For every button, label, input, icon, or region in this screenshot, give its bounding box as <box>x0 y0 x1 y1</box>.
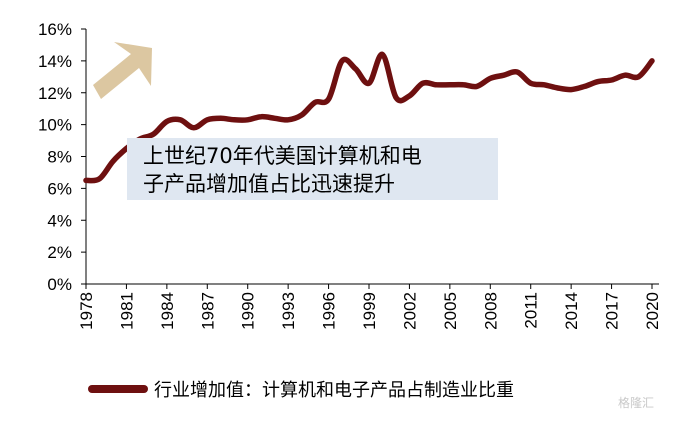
y-tick-label: 2% <box>47 243 72 262</box>
y-tick-label: 4% <box>47 211 72 230</box>
x-tick-label: 2017 <box>603 292 622 330</box>
annotation-box: 上世纪70年代美国计算机和电 子产品增加值占比迅速提升 <box>127 138 498 200</box>
x-tick-label: 2014 <box>562 292 581 330</box>
y-tick-label: 16% <box>38 20 72 39</box>
y-tick-label: 10% <box>38 116 72 135</box>
x-tick-label: 1996 <box>320 292 339 330</box>
x-tick-label: 1984 <box>158 292 177 330</box>
series-line <box>83 51 655 184</box>
x-tick-label: 2008 <box>481 292 500 330</box>
watermark: 格隆汇 <box>618 396 655 410</box>
annotation-line-1: 上世纪70年代美国计算机和电 <box>143 144 422 168</box>
annotation-line-2: 子产品增加值占比迅速提升 <box>143 172 395 196</box>
x-tick-label: 1990 <box>239 292 258 330</box>
x-tick-label: 2002 <box>400 292 419 330</box>
x-tick-label: 2020 <box>643 292 662 330</box>
x-tick-label: 2005 <box>441 292 460 330</box>
upward-arrow-icon <box>93 42 152 99</box>
x-ticks: 1978 1981 1984 1987 1990 1993 1996 1999 2002 2005… <box>77 284 662 330</box>
legend-label: 行业增加值：计算机和电子产品占制造业比重 <box>154 380 514 401</box>
legend-swatch <box>88 385 148 393</box>
x-tick-label: 1999 <box>360 292 379 330</box>
y-tick-label: 0% <box>47 275 72 294</box>
y-ticks: 0% 2% 4% 6% 8% 10% 12% 14% 16% <box>38 20 86 294</box>
x-tick-label: 2011 <box>522 292 541 329</box>
x-tick-label: 1978 <box>77 292 96 330</box>
x-tick-label: 1993 <box>279 292 298 330</box>
legend: 行业增加值：计算机和电子产品占制造业比重 <box>88 374 514 404</box>
x-tick-label: 1987 <box>198 292 217 330</box>
y-tick-label: 8% <box>47 148 72 167</box>
y-tick-label: 6% <box>47 179 72 198</box>
y-tick-label: 12% <box>38 84 72 103</box>
y-tick-label: 14% <box>38 52 72 71</box>
x-tick-label: 1981 <box>117 292 136 330</box>
